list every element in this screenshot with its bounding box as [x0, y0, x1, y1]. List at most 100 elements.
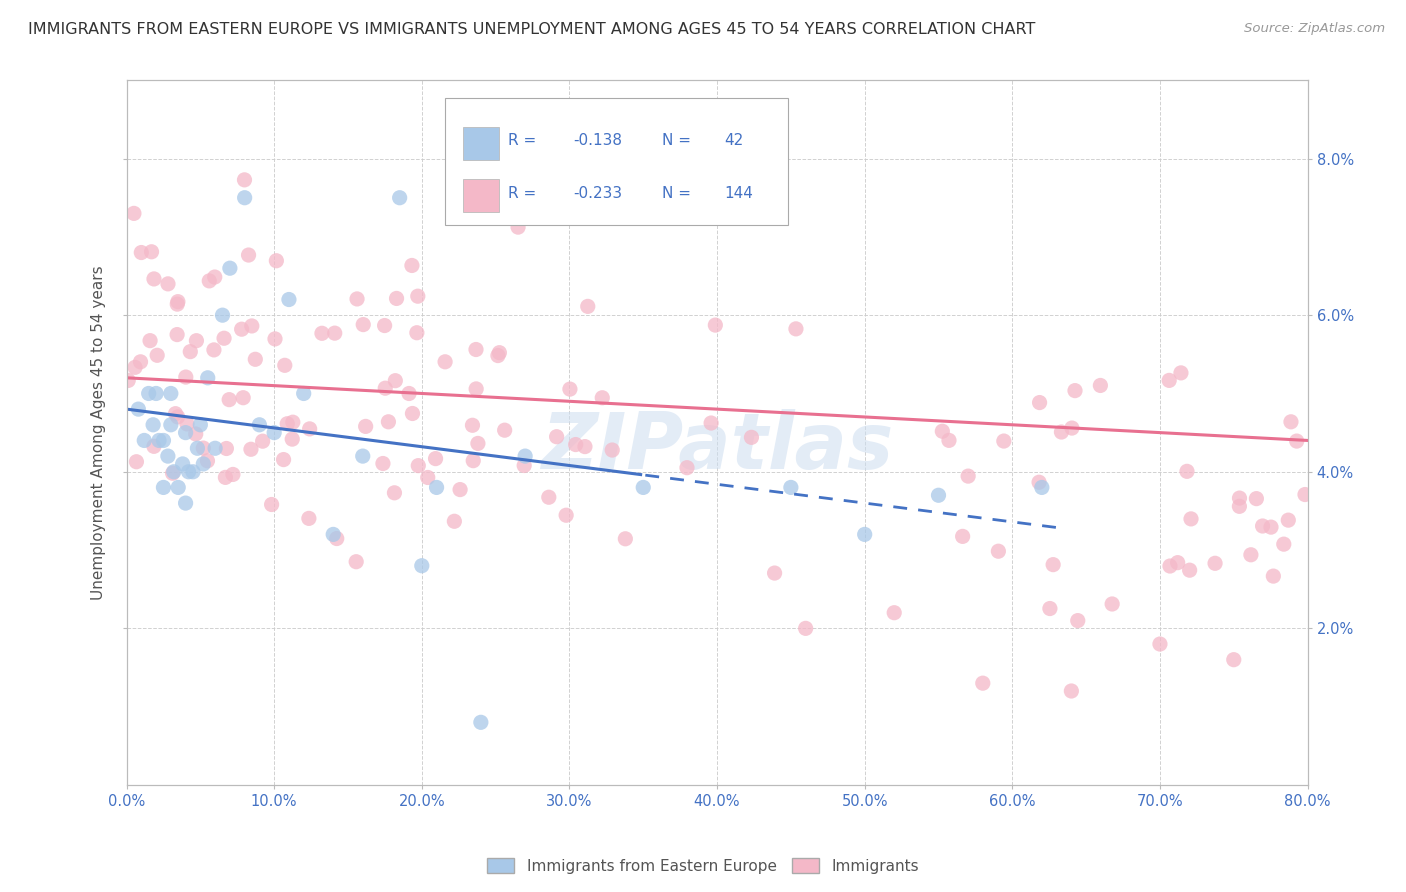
- Point: [134, 434, 156, 448]
- Point: [1204, 557, 1226, 571]
- Point: [470, 715, 492, 730]
- Point: [411, 558, 433, 573]
- Point: [162, 467, 184, 481]
- Point: [467, 436, 489, 450]
- Point: [515, 449, 537, 463]
- Point: [245, 352, 267, 367]
- Point: [928, 488, 950, 502]
- Point: [177, 465, 200, 479]
- Point: [139, 334, 162, 348]
- Point: [461, 418, 484, 433]
- Point: [1263, 569, 1285, 583]
- Point: [239, 442, 262, 457]
- Point: [576, 299, 599, 313]
- Point: [1090, 378, 1112, 392]
- Point: [252, 434, 274, 449]
- Point: [1060, 684, 1083, 698]
- Point: [763, 566, 786, 580]
- Point: [193, 441, 215, 455]
- Point: [352, 449, 374, 463]
- Point: [352, 318, 374, 332]
- Point: [780, 480, 803, 494]
- Point: [1175, 464, 1198, 478]
- Point: [676, 460, 699, 475]
- Point: [1159, 559, 1181, 574]
- Text: ZIPatlas: ZIPatlas: [541, 409, 893, 484]
- Point: [249, 417, 271, 432]
- Point: [465, 343, 488, 357]
- Point: [125, 455, 148, 469]
- Point: [117, 374, 139, 388]
- Point: [143, 272, 166, 286]
- Point: [952, 529, 974, 543]
- Point: [614, 532, 637, 546]
- Point: [292, 386, 315, 401]
- Point: [184, 427, 207, 442]
- Point: [388, 191, 411, 205]
- Point: [274, 359, 297, 373]
- Point: [278, 293, 301, 307]
- Point: [232, 391, 254, 405]
- Point: [156, 449, 179, 463]
- Text: N =: N =: [662, 186, 696, 201]
- Point: [281, 415, 304, 429]
- Point: [513, 458, 536, 473]
- Text: Source: ZipAtlas.com: Source: ZipAtlas.com: [1244, 22, 1385, 36]
- Point: [145, 386, 167, 401]
- Point: [197, 454, 219, 468]
- Point: [215, 442, 238, 456]
- Point: [344, 555, 367, 569]
- Point: [1149, 637, 1171, 651]
- Point: [1229, 500, 1251, 514]
- Point: [1050, 425, 1073, 439]
- Point: [443, 514, 465, 528]
- Point: [449, 483, 471, 497]
- Point: [165, 407, 187, 421]
- Point: [398, 386, 420, 401]
- Text: 144: 144: [724, 186, 754, 201]
- Point: [166, 297, 188, 311]
- Point: [222, 467, 245, 482]
- Point: [987, 544, 1010, 558]
- Point: [574, 440, 596, 454]
- Point: [374, 318, 396, 333]
- Point: [198, 274, 221, 288]
- Point: [434, 355, 457, 369]
- Point: [1064, 384, 1087, 398]
- Point: [146, 348, 169, 362]
- Point: [700, 416, 723, 430]
- Point: [129, 355, 152, 369]
- Point: [555, 508, 578, 523]
- Point: [377, 415, 399, 429]
- Point: [152, 480, 174, 494]
- Point: [1279, 415, 1302, 429]
- Point: [142, 417, 165, 432]
- Point: [1285, 434, 1308, 448]
- Point: [273, 452, 295, 467]
- Legend: Immigrants from Eastern Europe, Immigrants: Immigrants from Eastern Europe, Immigran…: [481, 852, 925, 880]
- Point: [853, 527, 876, 541]
- Point: [218, 392, 240, 407]
- Point: [124, 360, 146, 375]
- Point: [188, 417, 212, 432]
- Point: [354, 419, 377, 434]
- Point: [537, 490, 560, 504]
- Point: [156, 277, 179, 291]
- Point: [465, 382, 488, 396]
- Text: IMMIGRANTS FROM EASTERN EUROPE VS IMMIGRANTS UNEMPLOYMENT AMONG AGES 45 TO 54 YE: IMMIGRANTS FROM EASTERN EUROPE VS IMMIGR…: [28, 22, 1035, 37]
- Point: [204, 442, 226, 456]
- Point: [1240, 548, 1263, 562]
- Point: [174, 496, 197, 510]
- Point: [972, 676, 994, 690]
- Point: [160, 386, 183, 401]
- Point: [1028, 475, 1050, 490]
- Point: [174, 370, 197, 384]
- Point: [179, 344, 201, 359]
- Y-axis label: Unemployment Among Ages 45 to 54 years: Unemployment Among Ages 45 to 54 years: [91, 265, 107, 600]
- Point: [794, 621, 817, 635]
- Point: [785, 322, 807, 336]
- Point: [174, 425, 197, 440]
- Point: [931, 424, 953, 438]
- Point: [231, 322, 253, 336]
- Point: [260, 498, 283, 512]
